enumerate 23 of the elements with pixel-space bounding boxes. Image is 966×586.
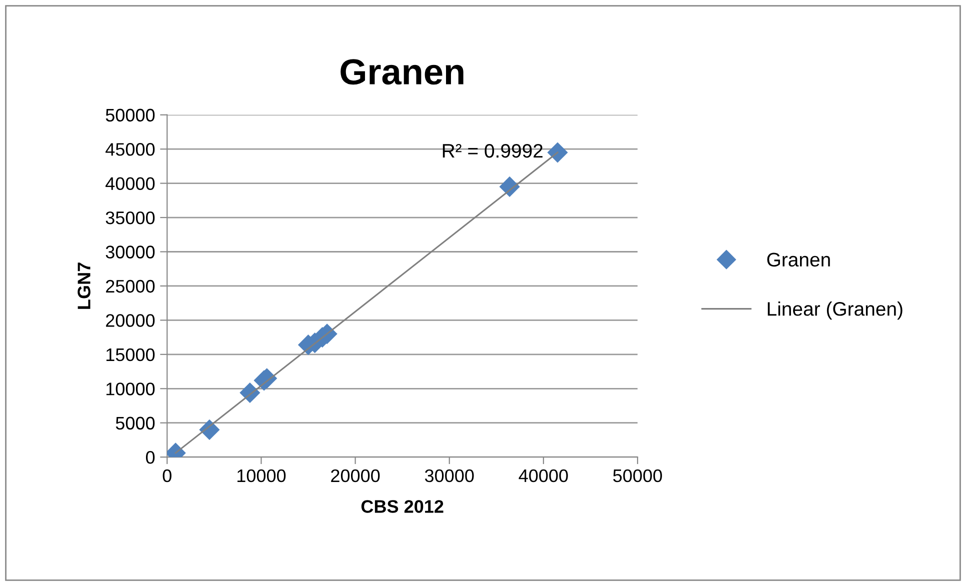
chart-title: Granen: [340, 59, 464, 85]
annotation: R² = 0.9992: [442, 144, 542, 158]
y-tick-label: 30000: [106, 246, 155, 258]
y-tick-label: 15000: [106, 348, 155, 362]
legend-label: Linear (Granen): [768, 302, 902, 320]
y-tick-label: 10000: [106, 382, 155, 396]
y-tick-label: 5000: [116, 416, 155, 430]
y-tick-label: 20000: [106, 314, 155, 327]
y-tick-label: 0: [146, 451, 155, 464]
legend-label: Granen: [767, 252, 830, 267]
y-tick-label: 25000: [106, 280, 155, 293]
y-tick-label: 50000: [106, 108, 155, 122]
y-tick-label: 35000: [106, 211, 155, 224]
x-tick-label: 20000: [331, 469, 380, 482]
x-tick-label: 40000: [518, 469, 568, 482]
y-axis-title: LGN7: [78, 262, 90, 309]
x-tick-label: 50000: [613, 469, 662, 482]
x-axis-title: CBS 2012: [361, 500, 444, 513]
y-tick-label: 45000: [106, 143, 155, 156]
x-tick-label: 10000: [237, 469, 286, 482]
y-tick-label: 40000: [106, 177, 155, 190]
x-tick-label: 0: [162, 469, 172, 482]
x-tick-label: 30000: [424, 469, 474, 482]
